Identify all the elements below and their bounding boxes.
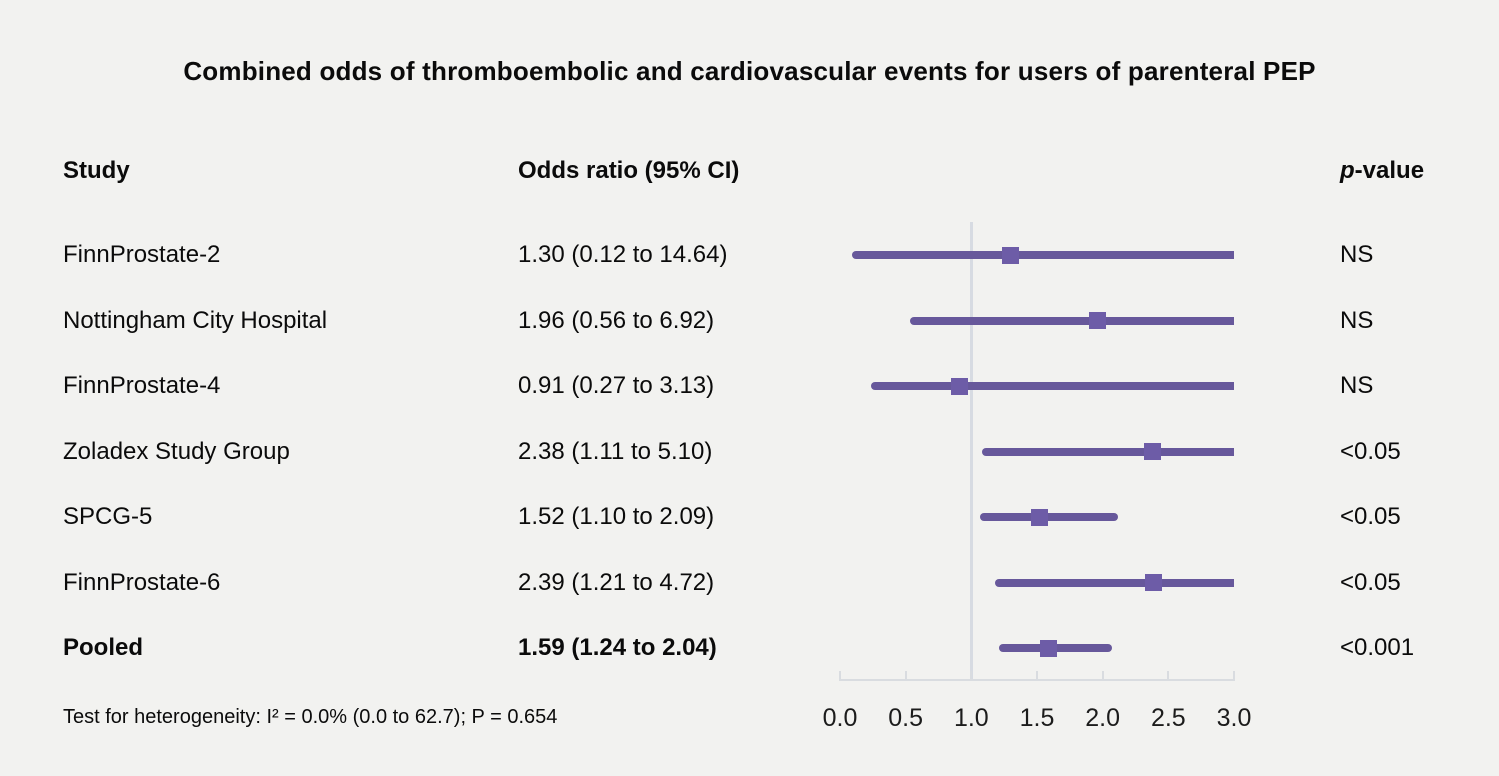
axis-tick [1232,671,1235,679]
odds-ratio-label: 1.30 (0.12 to 14.64) [518,241,728,268]
x-axis-line [839,679,1235,681]
axis-tick-label: 1.5 [1019,704,1055,732]
heterogeneity-note: Test for heterogeneity: I² = 0.0% (0.0 t… [63,706,558,728]
ci-line [981,447,1234,456]
axis-tick-label: 1.0 [953,704,989,732]
axis-tick-label: 0.5 [888,704,924,732]
p-value-label: <0.05 [1340,568,1401,596]
ci-line [851,251,1234,259]
or-marker [951,377,968,395]
or-marker [1144,443,1162,460]
axis-tick-label: 2.0 [1085,704,1121,732]
axis-tick [839,671,841,679]
ci-line [871,382,1234,390]
ci-line [994,578,1234,587]
p-value-label: NS [1340,241,1374,268]
column-header-odds-ratio: Odds ratio (95% CI) [518,157,740,184]
axis-tick [1035,671,1038,679]
axis-tick [970,671,973,679]
column-header-study: Study [63,157,130,184]
odds-ratio-label: 1.96 (0.56 to 6.92) [518,306,715,334]
axis-tick-label: 0.0 [822,704,858,732]
or-marker [1145,574,1163,591]
axis-tick [1101,671,1104,679]
odds-ratio-label: 0.91 (0.27 to 3.13) [518,372,715,399]
study-label: Nottingham City Hospital [63,306,328,334]
p-value-header-p: p [1340,157,1355,184]
or-marker [1040,639,1058,657]
odds-ratio-label: 2.38 (1.11 to 5.10) [518,437,713,465]
study-label: Pooled [63,634,144,661]
study-label: FinnProstate-2 [63,241,221,268]
study-label: SPCG-5 [63,503,153,530]
odds-ratio-label: 1.52 (1.10 to 2.09) [518,503,715,530]
or-marker [1031,508,1049,526]
p-value-label: NS [1340,306,1374,334]
figure-title: Combined odds of thromboembolic and card… [183,56,1316,86]
study-label: Zoladex Study Group [63,437,290,465]
study-label: FinnProstate-6 [63,568,221,596]
odds-ratio-label: 1.59 (1.24 to 2.04) [518,634,717,661]
ci-line [980,513,1119,521]
or-marker [1088,312,1106,329]
axis-tick-label: 2.5 [1150,704,1186,732]
or-marker [1002,246,1020,264]
reference-line [969,222,973,680]
p-value-label: <0.05 [1340,437,1401,465]
column-header-p-value: p-value [1340,156,1424,186]
axis-tick-label: 3.0 [1216,704,1252,732]
p-value-label: NS [1340,372,1374,399]
p-value-header-rest: -value [1354,157,1425,184]
study-label: FinnProstate-4 [63,372,221,399]
ci-line [909,316,1234,325]
p-value-label: <0.001 [1340,634,1415,661]
p-value-label: <0.05 [1340,503,1401,530]
axis-tick [1167,671,1170,679]
axis-tick [904,671,907,679]
odds-ratio-label: 2.39 (1.21 to 4.72) [518,568,715,596]
